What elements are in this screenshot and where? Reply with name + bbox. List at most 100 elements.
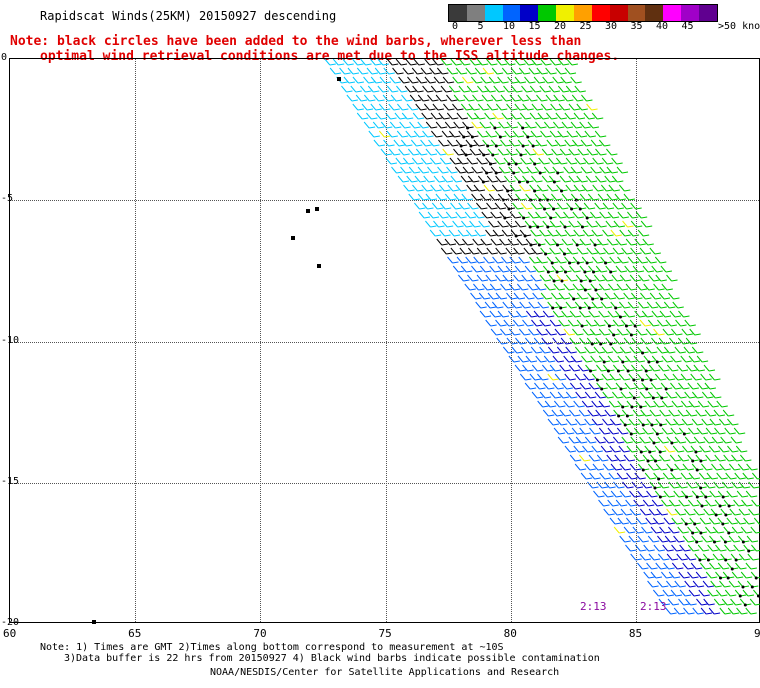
wind-barb [458, 130, 470, 139]
wind-barb [685, 409, 698, 417]
wind-barb [542, 265, 555, 274]
wind-barb [394, 112, 407, 120]
wind-barb [486, 103, 499, 111]
wind-barb [529, 157, 541, 166]
wind-barb [661, 355, 673, 363]
contamination-dot [575, 243, 579, 247]
wind-barb [637, 274, 650, 282]
wind-barb [621, 319, 633, 328]
contamination-dot [578, 207, 582, 211]
wind-barb [473, 184, 486, 192]
wind-barb [568, 436, 580, 444]
wind-barb [617, 211, 629, 219]
wind-barb [729, 508, 741, 516]
longitude-gridline [635, 59, 637, 622]
wind-barb [494, 202, 507, 210]
contamination-dot [616, 369, 620, 373]
wind-barb [611, 508, 624, 516]
contamination-dot [670, 468, 674, 472]
wind-barb [620, 391, 633, 399]
wind-barb [587, 409, 599, 417]
wind-barb [560, 337, 573, 345]
wind-barb [687, 571, 699, 579]
wind-barb [573, 400, 585, 408]
colorbar-swatch [538, 5, 557, 21]
wind-barb [522, 319, 534, 327]
wind-barb [613, 364, 625, 373]
wind-barb [610, 463, 623, 471]
wind-barb [658, 454, 671, 462]
wind-barb [496, 337, 508, 345]
colorbar-swatch [449, 5, 467, 21]
contamination-dot [551, 306, 555, 310]
colorbar-units: >50 knots [718, 21, 760, 32]
wind-barb [602, 463, 615, 471]
wind-barb [581, 211, 594, 220]
wind-barb [581, 94, 593, 102]
wind-barb [486, 202, 498, 210]
wind-barb [603, 247, 615, 255]
wind-barb [705, 454, 717, 462]
contamination-dot [493, 126, 497, 130]
wind-barb [444, 238, 457, 246]
contamination-dot [585, 216, 589, 220]
wind-barb [658, 337, 671, 345]
contamination-dot [563, 252, 567, 256]
wind-barb [452, 76, 464, 84]
wind-barb [517, 94, 529, 102]
wind-barb [695, 454, 707, 463]
wind-barb [523, 292, 535, 300]
contamination-dot [464, 153, 468, 157]
wind-barb [389, 121, 402, 129]
wind-barb [424, 76, 436, 84]
wind-barb [566, 130, 579, 138]
wind-barb [453, 148, 465, 156]
wind-barb [462, 121, 474, 130]
wind-barb [533, 310, 546, 318]
contamination-dot [593, 243, 597, 247]
wind-barb [543, 166, 556, 174]
pass-time-label: 2:13 [580, 600, 607, 613]
wind-barb [617, 400, 629, 409]
wind-barb [701, 391, 714, 399]
wind-barb [726, 517, 738, 525]
wind-barb [485, 229, 497, 237]
wind-barb [681, 418, 694, 426]
wind-barb [414, 175, 427, 183]
wind-barb [405, 130, 417, 138]
wind-barb [400, 139, 413, 147]
wind-barb [552, 238, 564, 247]
wind-barb [586, 103, 598, 111]
wind-barb [572, 211, 584, 219]
wind-barb [648, 364, 661, 372]
wind-barb [465, 139, 478, 148]
wind-barb [723, 526, 735, 535]
wind-barb [533, 337, 546, 345]
wind-barb [711, 436, 724, 444]
wind-barb [553, 400, 566, 408]
wind-barb [514, 220, 527, 228]
contamination-dot [698, 558, 702, 562]
wind-barb [535, 211, 547, 219]
wind-barb [596, 382, 608, 391]
wind-barb [625, 328, 638, 337]
wind-barb [525, 355, 538, 363]
wind-barb [615, 499, 628, 507]
wind-barb [529, 112, 542, 120]
wind-barb [485, 59, 498, 66]
wind-barb [588, 454, 601, 462]
wind-barb [329, 67, 342, 75]
wind-barb [557, 130, 569, 138]
wind-barb [542, 220, 554, 229]
wind-barb [717, 445, 730, 453]
wind-barb [689, 328, 701, 336]
contamination-dot [552, 279, 556, 283]
warning-note-line-1: Note: black circles have been added to t… [10, 34, 582, 49]
wind-barb [474, 112, 486, 120]
wind-barb [657, 535, 669, 543]
longitude-label: 85 [628, 627, 643, 640]
wind-barb [618, 445, 630, 453]
wind-barb [547, 346, 560, 354]
wind-barb [659, 310, 672, 318]
wind-barb [516, 238, 529, 246]
